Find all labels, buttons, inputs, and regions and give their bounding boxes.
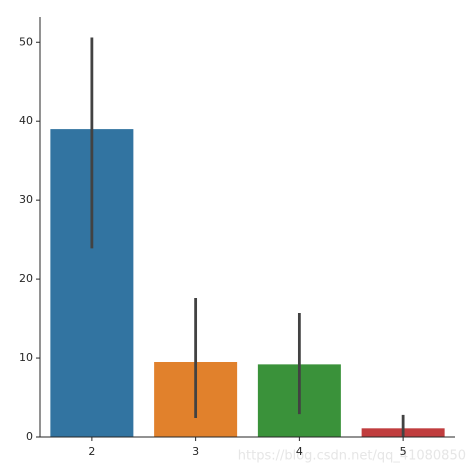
y-tick-label: 0	[26, 430, 33, 443]
y-tick-label: 10	[19, 351, 33, 364]
x-tick-label: 4	[296, 445, 303, 458]
x-tick-label: 3	[192, 445, 199, 458]
y-tick-label: 40	[19, 114, 33, 127]
y-tick-label: 30	[19, 193, 33, 206]
y-tick-label: 50	[19, 35, 33, 48]
watermark: https://blog.csdn.net/qq_41080850	[238, 449, 466, 464]
y-tick-label: 20	[19, 272, 33, 285]
x-tick-label: 5	[400, 445, 407, 458]
x-tick-label: 2	[88, 445, 95, 458]
